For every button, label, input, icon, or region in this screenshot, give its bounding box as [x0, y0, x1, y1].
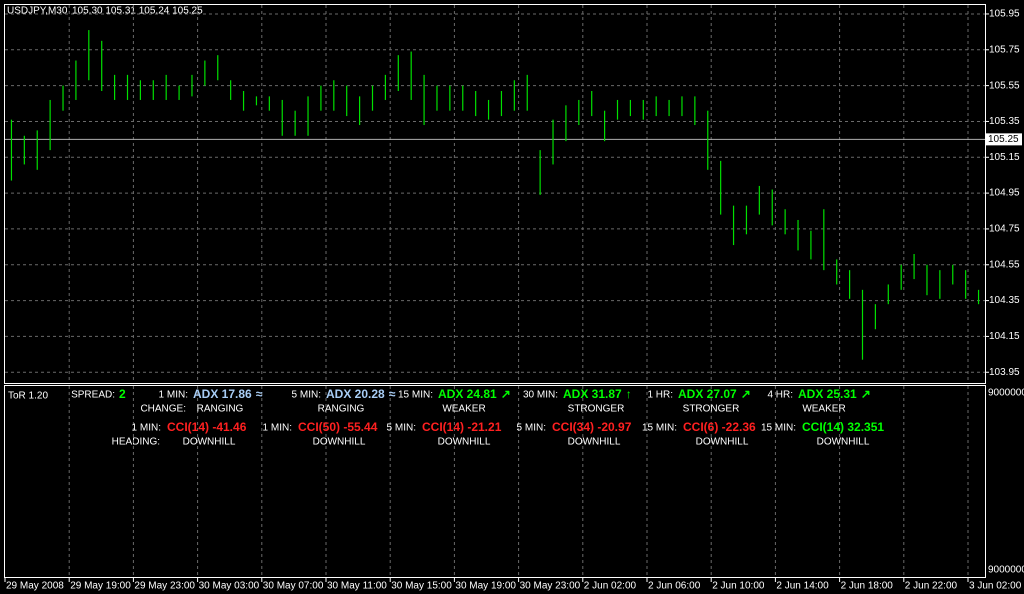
cci-state: DOWNHILL	[438, 437, 491, 448]
adx-arrow: ≈	[389, 387, 396, 401]
cci-timeframe: 1 MIN:	[132, 423, 161, 434]
quote: 105.30 105.31 105.24 105.25	[72, 6, 203, 17]
spread-label: SPREAD:	[71, 390, 115, 401]
x-tick-label: 30 May 11:00	[327, 581, 387, 592]
x-tick-label: 3 Jun 02:00	[969, 581, 1022, 592]
adx-value: ADX 24.81	[438, 387, 497, 401]
adx-value: ADX 25.31	[798, 387, 857, 401]
y-tick-label: 104.75	[989, 224, 1020, 235]
x-tick-label: 2 Jun 02:00	[584, 581, 637, 592]
x-tick-label: 29 May 23:00	[134, 581, 195, 592]
adx-arrow: ↗	[741, 387, 751, 401]
cci-value: CCI(6) -22.36	[683, 420, 756, 434]
indicator-scale-top: 9000000	[988, 388, 1024, 399]
current-price-label: 105.25	[988, 134, 1019, 145]
x-tick-label: 2 Jun 14:00	[776, 581, 829, 592]
symbol: USDJPY,M30	[7, 6, 68, 17]
adx-arrow: ≈	[256, 387, 263, 401]
x-tick-label: 30 May 15:00	[391, 581, 452, 592]
y-tick-label: 104.55	[989, 259, 1020, 270]
cci-state: DOWNHILL	[313, 437, 366, 448]
spread-value: 2	[119, 387, 126, 401]
cci-state: DOWNHILL	[696, 437, 749, 448]
x-tick-label: 30 May 07:00	[263, 581, 324, 592]
y-tick-label: 105.75	[989, 44, 1020, 55]
cci-state: DOWNHILL	[183, 437, 236, 448]
adx-state: STRONGER	[568, 404, 625, 415]
adx-timeframe: 1 HR:	[647, 390, 673, 401]
cci-value: CCI(14) -21.21	[422, 420, 502, 434]
x-tick-label: 2 Jun 18:00	[841, 581, 894, 592]
current-price-box	[986, 133, 1022, 146]
adx-timeframe: 4 HR:	[767, 390, 793, 401]
cci-timeframe: 5 MIN:	[517, 423, 546, 434]
cci-timeframe: 15 MIN:	[761, 423, 796, 434]
adx-state: WEAKER	[442, 404, 485, 415]
adx-timeframe: 5 MIN:	[292, 390, 321, 401]
adx-value: ADX 17.86	[193, 387, 252, 401]
adx-value: ADX 31.87	[563, 387, 622, 401]
adx-state: RANGING	[197, 404, 244, 415]
cci-value: CCI(34) -20.97	[552, 420, 632, 434]
adx-state: RANGING	[318, 404, 365, 415]
x-tick-label: 29 May 19:00	[70, 581, 131, 592]
adx-value: ADX 27.07	[678, 387, 737, 401]
cci-timeframe: 1 MIN:	[263, 423, 292, 434]
y-tick-label: 103.95	[989, 367, 1020, 378]
adx-arrow: ↗	[501, 387, 511, 401]
x-tick-label: 2 Jun 06:00	[648, 581, 701, 592]
adx-arrow: ↑	[626, 387, 632, 401]
main-frame	[4, 4, 986, 384]
y-tick-label: 104.15	[989, 331, 1020, 342]
x-tick-label: 30 May 23:00	[520, 581, 581, 592]
cci-timeframe: 5 MIN:	[387, 423, 416, 434]
y-tick-label: 105.35	[989, 116, 1020, 127]
cci-value: CCI(50) -55.44	[298, 420, 378, 434]
indicator-frame	[4, 385, 986, 578]
adx-arrow: ↗	[861, 387, 871, 401]
y-tick-label: 104.35	[989, 295, 1020, 306]
cci-timeframe: 15 MIN:	[642, 423, 677, 434]
change-label: CHANGE:	[140, 404, 186, 415]
adx-state: WEAKER	[802, 404, 845, 415]
y-tick-label: 104.95	[989, 188, 1020, 199]
cci-value: CCI(14) -41.46	[167, 420, 247, 434]
x-tick-label: 29 May 2008	[6, 581, 64, 592]
x-tick-label: 30 May 19:00	[455, 581, 516, 592]
adx-value: ADX 20.28	[326, 387, 385, 401]
heading-label: HEADING:	[112, 437, 160, 448]
y-tick-label: 105.15	[989, 152, 1020, 163]
cci-state: DOWNHILL	[817, 437, 870, 448]
adx-timeframe: 30 MIN:	[523, 390, 558, 401]
adx-state: STRONGER	[683, 404, 740, 415]
adx-timeframe: 15 MIN:	[398, 390, 433, 401]
cci-state: DOWNHILL	[568, 437, 621, 448]
adx-timeframe: 1 MIN:	[159, 390, 188, 401]
indicator-name: ToR 1.20	[8, 391, 48, 402]
y-tick-label: 105.95	[989, 9, 1020, 20]
y-tick-label: 105.55	[989, 80, 1020, 91]
x-tick-label: 2 Jun 22:00	[905, 581, 958, 592]
cci-value: CCI(14) 32.351	[802, 420, 884, 434]
x-tick-label: 2 Jun 10:00	[712, 581, 765, 592]
x-tick-label: 30 May 03:00	[199, 581, 260, 592]
indicator-scale-bottom: 9000000	[988, 565, 1024, 576]
